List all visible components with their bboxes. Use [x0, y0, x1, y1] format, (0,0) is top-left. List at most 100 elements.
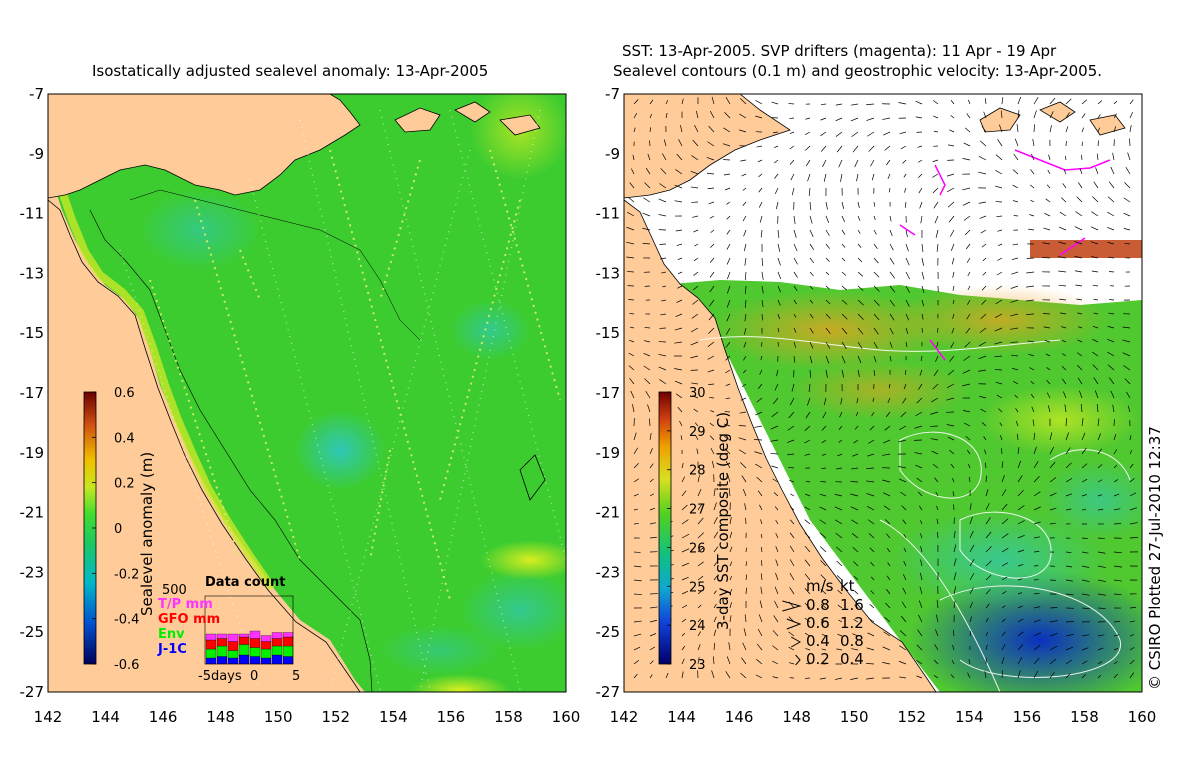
velocity-vector: [1129, 125, 1132, 133]
velocity-vector: [915, 411, 923, 417]
lat-tick-label: -7: [605, 85, 620, 103]
velocity-vector: [774, 586, 779, 595]
velocity-vector: [626, 256, 635, 259]
data-count-bar: [249, 630, 261, 639]
velocity-vector: [852, 633, 859, 637]
velocity-vector: [707, 369, 715, 373]
velocity-vector: [649, 522, 657, 525]
velocity-vector: [889, 327, 894, 335]
lat-tick-label: -25: [596, 623, 621, 641]
velocity-vector: [1017, 564, 1024, 567]
velocity-vector: [985, 603, 990, 609]
velocity-vector: [649, 448, 653, 455]
velocity-vector: [889, 355, 892, 362]
data-count-bar: [227, 641, 239, 651]
velocity-vector: [889, 299, 896, 307]
velocity-vector: [857, 257, 863, 263]
velocity-vector: [789, 397, 795, 406]
velocity-vector: [726, 313, 731, 322]
velocity-vector: [1112, 404, 1115, 413]
velocity-vector: [1033, 461, 1039, 469]
velocity-vector: [919, 586, 923, 595]
velocity-vector: [1097, 565, 1106, 568]
velocity-vector: [723, 127, 731, 133]
velocity-vector: [952, 629, 955, 637]
velocity-vector: [821, 425, 827, 431]
data-count-bar: [238, 636, 250, 645]
velocity-vector: [917, 491, 923, 497]
velocity-vector: [1065, 565, 1073, 568]
velocity-vector: [936, 505, 939, 511]
velocity-vector: [904, 187, 907, 193]
velocity-vector: [900, 615, 907, 623]
velocity-vector: [851, 519, 859, 525]
velocity-vector: [1075, 211, 1083, 217]
velocity-vector: [1001, 461, 1004, 469]
velocity-vector: [681, 590, 689, 595]
velocity-vector: [985, 617, 989, 623]
velocity-vector: [649, 493, 654, 497]
velocity-vector: [1065, 432, 1070, 441]
velocity-vector: [996, 271, 1003, 276]
lon-tick-label: 144: [91, 708, 120, 726]
velocity-vector: [676, 243, 683, 246]
velocity-vector: [709, 215, 715, 219]
velocity-vector: [884, 145, 891, 151]
velocity-vector: [980, 313, 987, 320]
velocity-vector: [774, 600, 779, 609]
velocity-vector: [868, 145, 875, 152]
velocity-vector: [1014, 394, 1019, 399]
velocity-vector: [825, 285, 830, 290]
lon-tick-label: 150: [840, 708, 869, 726]
velocity-vector: [869, 547, 875, 553]
velocity-vector: [951, 257, 955, 265]
velocity-vector: [1108, 377, 1115, 385]
velocity-vector: [866, 663, 875, 665]
velocity-vector: [755, 463, 763, 469]
velocity-vector: [1113, 647, 1119, 651]
velocity-vector: [697, 644, 701, 651]
velocity-vector: [633, 508, 639, 511]
velocity-vector: [994, 341, 1003, 345]
lon-tick-label: 148: [206, 708, 235, 726]
velocity-vector: [1065, 646, 1074, 651]
velocity-vector: [722, 143, 731, 147]
velocity-vector: [1097, 140, 1100, 147]
velocity-vector: [1017, 578, 1023, 581]
velocity-vector: [1049, 432, 1053, 441]
velocity-vector: [789, 480, 795, 483]
velocity-vector: [1129, 536, 1138, 539]
velocity-vector: [947, 201, 955, 208]
velocity-vector: [729, 531, 733, 539]
velocity-vector: [706, 157, 715, 161]
velocity-vector: [1011, 354, 1019, 357]
velocity-vector: [1080, 404, 1083, 413]
velocity-vector: [1049, 633, 1058, 637]
velocity-vector: [793, 299, 797, 305]
velocity-vector: [979, 395, 987, 399]
velocity-vector: [1129, 672, 1135, 679]
velocity-vector: [999, 422, 1003, 427]
velocity-vector: [809, 243, 815, 251]
velocity-vector: [771, 411, 779, 418]
velocity-vector: [857, 271, 864, 277]
colorbar-tick-label: 29: [689, 425, 706, 440]
velocity-vector: [978, 355, 987, 360]
velocity-vector: [1033, 606, 1041, 609]
velocity-vector: [834, 677, 843, 680]
velocity-vector: [1081, 607, 1090, 610]
velocity-vector: [1081, 113, 1086, 119]
lat-tick-label: -11: [596, 205, 621, 223]
velocity-vector: [936, 600, 939, 609]
velocity-vector: [678, 139, 683, 147]
velocity-vector: [804, 559, 811, 567]
velocity-vector: [1108, 181, 1115, 189]
velocity-vector: [839, 411, 843, 418]
velocity-vector: [1046, 379, 1051, 385]
velocity-vector: [804, 532, 811, 539]
velocity-vector: [724, 423, 731, 427]
velocity-vector: [1092, 325, 1099, 329]
velocity-vector: [709, 299, 715, 307]
data-count-bar: [260, 641, 272, 650]
velocity-vector: [1062, 391, 1067, 399]
